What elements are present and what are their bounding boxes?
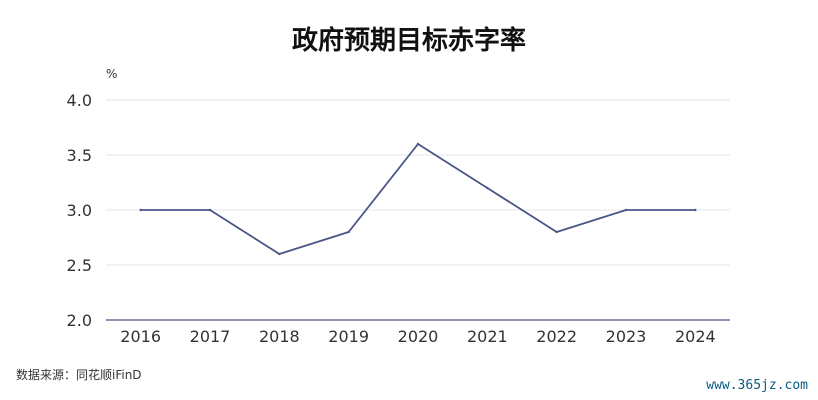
y-tick-label: 4.0	[67, 91, 92, 110]
data-point	[278, 252, 281, 256]
y-tick-label: 2.0	[67, 311, 92, 330]
data-point	[555, 230, 558, 234]
x-tick-label: 2022	[536, 327, 577, 346]
data-source-note: 数据来源：同花顺iFinD	[16, 368, 142, 382]
data-point	[347, 230, 350, 234]
x-tick-label: 2019	[328, 327, 369, 346]
x-tick-label: 2020	[398, 327, 439, 346]
x-tick-label: 2018	[259, 327, 300, 346]
x-tick-label: 2024	[675, 327, 716, 346]
y-unit-label: %	[106, 67, 117, 81]
tick-labels: 2.0 2.5 3.0 3.5 4.0% 2016 2017 2018 2019 2020 2021…	[67, 67, 716, 346]
gridlines	[106, 99, 730, 266]
data-point	[486, 186, 489, 190]
data-point	[624, 208, 628, 212]
x-tick-label: 2016	[120, 327, 161, 346]
y-tick-label: 2.5	[67, 256, 92, 275]
x-tick-label: 2017	[190, 327, 231, 346]
chart-title: 政府预期目标赤字率	[291, 26, 526, 56]
series-layer	[139, 142, 697, 256]
x-tick-label: 2023	[606, 327, 647, 346]
y-tick-label: 3.5	[67, 146, 92, 165]
y-tick-label: 3.0	[67, 201, 92, 220]
data-point	[416, 142, 420, 146]
data-point	[694, 208, 697, 212]
data-point	[208, 208, 212, 212]
x-tick-label: 2021	[467, 327, 508, 346]
data-point	[139, 208, 142, 212]
watermark: www.365jz.com	[706, 378, 808, 393]
series-line	[140, 143, 696, 255]
